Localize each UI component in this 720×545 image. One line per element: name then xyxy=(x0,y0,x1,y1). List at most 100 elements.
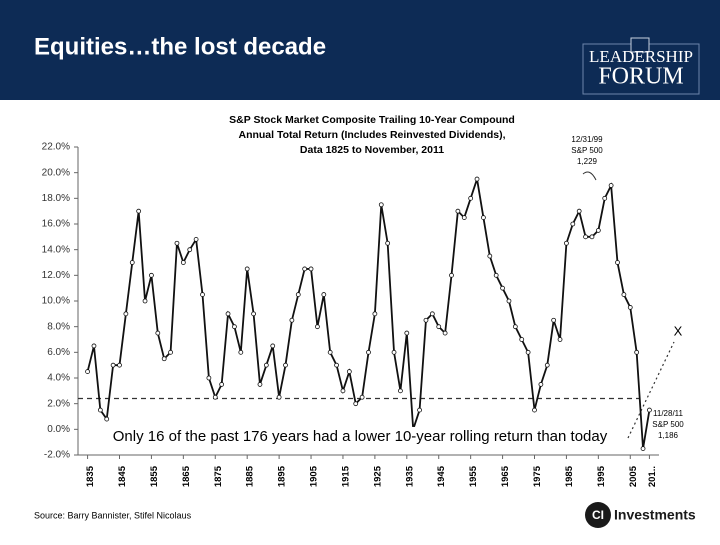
x-tick-label: 1895 xyxy=(277,465,288,487)
y-tick-label: 6.0% xyxy=(47,347,70,358)
data-point xyxy=(321,292,327,297)
data-point xyxy=(519,337,525,342)
y-tick-label: 2.0% xyxy=(47,398,70,409)
data-point xyxy=(142,298,148,304)
x-tick-label: 1865 xyxy=(181,465,192,487)
data-point xyxy=(493,272,499,278)
data-point xyxy=(212,394,218,400)
data-point xyxy=(589,234,595,240)
footer-logo-text: Investments xyxy=(614,507,696,523)
y-tick-label: 12.0% xyxy=(42,270,70,281)
data-point xyxy=(206,375,212,381)
data-point xyxy=(385,240,391,246)
data-point xyxy=(117,362,122,368)
data-point xyxy=(289,317,295,323)
annotation-x: X xyxy=(674,323,683,338)
y-tick-label: -2.0% xyxy=(44,450,70,461)
data-point xyxy=(417,407,422,413)
data-point xyxy=(615,260,620,265)
slide-title: Equities…the lost decade xyxy=(34,33,326,60)
data-point xyxy=(340,388,346,394)
x-tick-label: 1975 xyxy=(532,465,543,487)
header-band xyxy=(0,0,720,100)
data-point xyxy=(168,349,173,355)
data-point xyxy=(193,236,199,242)
data-point xyxy=(161,356,167,362)
data-point xyxy=(149,272,154,278)
logo-line2: FORUM xyxy=(598,64,683,90)
data-point xyxy=(155,330,161,336)
caption: Only 16 of the past 176 years had a lowe… xyxy=(113,428,608,445)
data-point xyxy=(123,311,129,317)
data-point xyxy=(283,362,288,368)
data-point xyxy=(295,292,301,297)
data-point xyxy=(455,208,461,214)
data-point xyxy=(315,324,320,330)
y-tick-label: 4.0% xyxy=(47,373,70,384)
chart-title: S&P Stock Market Composite Trailing 10-Y… xyxy=(229,114,515,126)
data-point xyxy=(244,266,250,272)
caption-background xyxy=(108,426,612,446)
data-point xyxy=(647,407,652,413)
data-point xyxy=(442,330,448,336)
data-point xyxy=(423,317,429,323)
annotation: 1,229 xyxy=(577,157,598,166)
data-point xyxy=(468,195,474,201)
data-point xyxy=(238,349,244,355)
data-point xyxy=(91,343,97,349)
x-tick-label: 1835 xyxy=(85,465,96,487)
x-tick-label: 201.. xyxy=(647,466,658,487)
data-point xyxy=(257,382,263,387)
x-tick-label: 1925 xyxy=(372,465,383,487)
y-tick-label: 8.0% xyxy=(47,321,70,332)
data-point xyxy=(353,401,359,407)
data-point xyxy=(187,247,193,253)
data-point xyxy=(487,253,493,259)
source: Source: Barry Bannister, Stifel Nicolaus xyxy=(34,510,192,520)
data-point xyxy=(583,234,588,240)
y-tick-label: 22.0% xyxy=(42,142,70,153)
data-point xyxy=(346,369,352,374)
data-point xyxy=(602,195,608,201)
data-point xyxy=(180,260,186,265)
data-point xyxy=(308,266,314,272)
x-tick-label: 1995 xyxy=(596,465,607,487)
data-point xyxy=(219,382,225,387)
data-point xyxy=(110,362,116,368)
data-point xyxy=(640,446,646,451)
footer-logo: CI Investments xyxy=(585,502,696,528)
data-point xyxy=(557,337,563,342)
data-point xyxy=(595,228,601,233)
chart-title: Annual Total Return (Includes Reinvested… xyxy=(238,129,505,141)
footer-logo-mark-text: CI xyxy=(592,508,604,522)
data-point xyxy=(551,317,557,323)
x-tick-label: 1955 xyxy=(468,465,479,487)
data-point xyxy=(200,292,205,297)
x-tick-label: 1875 xyxy=(213,465,224,487)
annotation: 1,186 xyxy=(658,431,679,440)
annotation: 12/31/99 xyxy=(571,135,603,144)
data-point xyxy=(634,349,640,355)
data-point xyxy=(232,324,237,330)
data-point xyxy=(225,311,231,317)
data-point xyxy=(302,266,308,272)
x-tick-label: 1965 xyxy=(500,465,511,487)
data-point xyxy=(449,272,454,278)
data-point xyxy=(251,311,256,317)
x-tick-label: 1915 xyxy=(340,465,351,487)
data-point xyxy=(334,362,339,368)
y-tick-label: 14.0% xyxy=(42,244,70,255)
data-point xyxy=(136,208,142,214)
x-tick-label: 1985 xyxy=(564,465,575,487)
data-point xyxy=(359,394,365,400)
data-point xyxy=(436,324,442,330)
logo-pillar xyxy=(630,37,650,53)
annotation: 11/28/11 xyxy=(653,409,684,418)
data-point xyxy=(532,407,537,413)
data-point xyxy=(104,416,110,422)
data-point xyxy=(366,349,371,355)
x-tick-label: 1905 xyxy=(309,465,320,487)
data-point xyxy=(129,260,135,265)
x-tick-label: 1845 xyxy=(117,465,128,487)
